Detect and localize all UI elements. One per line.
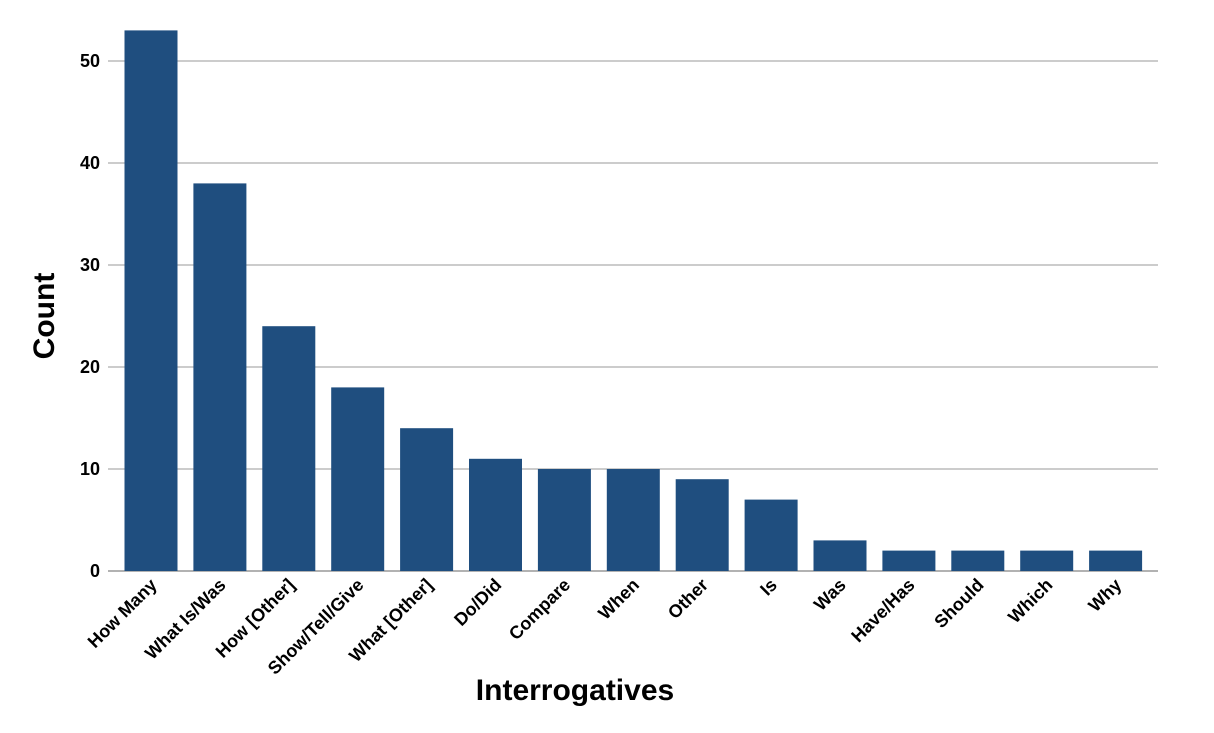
bar xyxy=(331,387,385,571)
y-tick-labels: 0 10 20 30 40 50 xyxy=(80,51,100,581)
x-tick-label: Compare xyxy=(505,575,574,644)
x-tick-label: Other xyxy=(664,575,712,623)
bar xyxy=(951,550,1005,571)
bar xyxy=(1020,550,1074,571)
bar xyxy=(744,499,798,571)
y-tick-label: 10 xyxy=(80,459,100,479)
bar xyxy=(882,550,936,571)
x-tick-label: Is xyxy=(756,575,781,600)
x-tick-label: Have/Has xyxy=(847,575,918,646)
y-tick-label: 20 xyxy=(80,357,100,377)
x-tick-label: Do/Did xyxy=(450,575,505,630)
bars xyxy=(124,30,1143,571)
y-tick-label: 30 xyxy=(80,255,100,275)
bar xyxy=(813,540,867,571)
y-axis-title: Count xyxy=(28,273,61,360)
y-tick-label: 40 xyxy=(80,153,100,173)
bar xyxy=(537,469,591,571)
bar xyxy=(675,479,729,571)
x-tick-label: When xyxy=(594,575,643,624)
bar xyxy=(400,428,454,571)
bar xyxy=(1089,550,1143,571)
x-tick-label: Why xyxy=(1084,575,1125,616)
bar xyxy=(469,458,522,571)
x-tick-label: Was xyxy=(810,575,850,615)
bar xyxy=(262,326,316,571)
bar xyxy=(193,183,247,571)
y-tick-label: 0 xyxy=(90,561,100,581)
y-tick-label: 50 xyxy=(80,51,100,71)
bar xyxy=(606,469,660,571)
x-tick-label: Which xyxy=(1004,575,1056,627)
bar xyxy=(124,30,178,571)
x-tick-label: Should xyxy=(930,575,987,632)
x-axis-title: Interrogatives xyxy=(476,674,674,707)
